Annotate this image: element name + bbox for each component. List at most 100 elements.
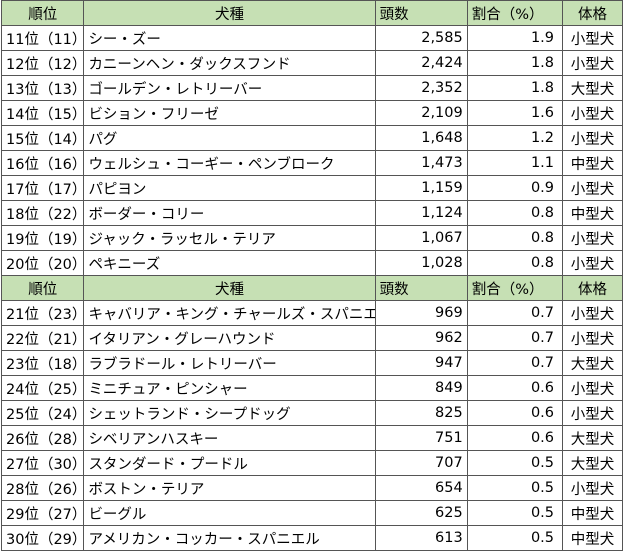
- table-row-a-4: 15位（14） パグ 1,648 1.2 小型犬: [0, 125, 623, 151]
- cell-size: 大型犬: [562, 350, 623, 376]
- cell-count: 962: [374, 325, 468, 351]
- cell-breed: ゴールデン・レトリーバー: [83, 75, 376, 101]
- cell-breed: カニーンヘン・ダックスフンド: [83, 50, 376, 76]
- table-row-a-6: 17位（17） パピヨン 1,159 0.9 小型犬: [0, 175, 623, 201]
- header-size: 体格: [562, 275, 623, 301]
- cell-ratio: 0.5: [466, 450, 564, 476]
- header-breed: 犬種: [83, 0, 376, 26]
- cell-breed: ミニチュア・ピンシャー: [83, 375, 376, 401]
- table-row-b-1: 22位（21） イタリアン・グレーハウンド 962 0.7 小型犬: [0, 325, 623, 351]
- cell-size: 小型犬: [562, 400, 623, 426]
- cell-ratio: 1.8: [466, 50, 564, 76]
- cell-ratio: 0.6: [466, 425, 564, 451]
- table-row-b-4: 25位（24） シェットランド・シープドッグ 825 0.6 小型犬: [0, 400, 623, 426]
- cell-ratio: 0.8: [466, 225, 564, 251]
- cell-count: 2,585: [374, 25, 468, 51]
- cell-rank: 27位（30）: [0, 450, 85, 476]
- header-size: 体格: [562, 0, 623, 26]
- cell-rank: 21位（23）: [0, 300, 85, 326]
- cell-ratio: 0.7: [466, 325, 564, 351]
- header-row-2: 順位 犬種 頭数 割合（%） 体格: [0, 275, 623, 301]
- cell-breed: アメリカン・コッカー・スパニエル: [83, 525, 376, 551]
- cell-count: 1,028: [374, 250, 468, 276]
- cell-ratio: 0.5: [466, 475, 564, 501]
- cell-breed: ジャック・ラッセル・テリア: [83, 225, 376, 251]
- cell-count: 1,648: [374, 125, 468, 151]
- cell-breed: ビション・フリーゼ: [83, 100, 376, 126]
- cell-size: 大型犬: [562, 425, 623, 451]
- cell-rank: 15位（14）: [0, 125, 85, 151]
- header-ratio: 割合（%）: [466, 0, 564, 26]
- table-row-a-0: 11位（11） シー・ズー 2,585 1.9 小型犬: [0, 25, 623, 51]
- header-rank: 順位: [0, 275, 85, 301]
- cell-rank: 16位（16）: [0, 150, 85, 176]
- cell-rank: 20位（20）: [0, 250, 85, 276]
- table-row-a-2: 13位（13） ゴールデン・レトリーバー 2,352 1.8 大型犬: [0, 75, 623, 101]
- cell-count: 2,109: [374, 100, 468, 126]
- cell-count: 625: [374, 500, 468, 526]
- cell-size: 小型犬: [562, 375, 623, 401]
- cell-rank: 11位（11）: [0, 25, 85, 51]
- cell-ratio: 0.6: [466, 400, 564, 426]
- cell-rank: 17位（17）: [0, 175, 85, 201]
- cell-count: 969: [374, 300, 468, 326]
- cell-count: 1,473: [374, 150, 468, 176]
- cell-count: 947: [374, 350, 468, 376]
- cell-size: 中型犬: [562, 150, 623, 176]
- cell-breed: キャバリア・キング・チャールズ・スパニエル: [83, 300, 376, 326]
- cell-ratio: 1.6: [466, 100, 564, 126]
- cell-count: 825: [374, 400, 468, 426]
- table-row-b-7: 28位（26） ボストン・テリア 654 0.5 小型犬: [0, 475, 623, 501]
- cell-rank: 28位（26）: [0, 475, 85, 501]
- cell-ratio: 0.7: [466, 350, 564, 376]
- header-count: 頭数: [374, 275, 468, 301]
- cell-ratio: 1.2: [466, 125, 564, 151]
- cell-size: 小型犬: [562, 250, 623, 276]
- cell-rank: 13位（13）: [0, 75, 85, 101]
- cell-size: 小型犬: [562, 125, 623, 151]
- cell-breed: パピヨン: [83, 175, 376, 201]
- cell-breed: ペキニーズ: [83, 250, 376, 276]
- table-row-b-5: 26位（28） シベリアンハスキー 751 0.6 大型犬: [0, 425, 623, 451]
- cell-size: 小型犬: [562, 175, 623, 201]
- header-count: 頭数: [374, 0, 468, 26]
- cell-ratio: 0.5: [466, 500, 564, 526]
- cell-ratio: 0.5: [466, 525, 564, 551]
- cell-ratio: 1.9: [466, 25, 564, 51]
- cell-count: 751: [374, 425, 468, 451]
- cell-ratio: 0.8: [466, 200, 564, 226]
- cell-count: 849: [374, 375, 468, 401]
- cell-breed: ビーグル: [83, 500, 376, 526]
- cell-count: 1,067: [374, 225, 468, 251]
- cell-breed: イタリアン・グレーハウンド: [83, 325, 376, 351]
- cell-ratio: 0.7: [466, 300, 564, 326]
- cell-rank: 23位（18）: [0, 350, 85, 376]
- cell-count: 2,352: [374, 75, 468, 101]
- cell-breed: ボストン・テリア: [83, 475, 376, 501]
- header-rank: 順位: [0, 0, 85, 26]
- cell-rank: 22位（21）: [0, 325, 85, 351]
- table-row-a-9: 20位（20） ペキニーズ 1,028 0.8 小型犬: [0, 250, 623, 276]
- cell-count: 1,124: [374, 200, 468, 226]
- table-row-a-5: 16位（16） ウェルシュ・コーギー・ペンブローク 1,473 1.1 中型犬: [0, 150, 623, 176]
- cell-rank: 24位（25）: [0, 375, 85, 401]
- table-row-b-2: 23位（18） ラブラドール・レトリーバー 947 0.7 大型犬: [0, 350, 623, 376]
- header-row: 順位 犬種 頭数 割合（%） 体格: [0, 0, 623, 26]
- cell-breed: パグ: [83, 125, 376, 151]
- cell-size: 中型犬: [562, 525, 623, 551]
- cell-size: 大型犬: [562, 75, 623, 101]
- cell-ratio: 1.8: [466, 75, 564, 101]
- header-breed: 犬種: [83, 275, 376, 301]
- cell-size: 小型犬: [562, 50, 623, 76]
- cell-size: 中型犬: [562, 500, 623, 526]
- cell-size: 小型犬: [562, 325, 623, 351]
- table-row-a-1: 12位（12） カニーンヘン・ダックスフンド 2,424 1.8 小型犬: [0, 50, 623, 76]
- cell-breed: スタンダード・プードル: [83, 450, 376, 476]
- table-row-b-3: 24位（25） ミニチュア・ピンシャー 849 0.6 小型犬: [0, 375, 623, 401]
- cell-breed: シー・ズー: [83, 25, 376, 51]
- table-row-a-8: 19位（19） ジャック・ラッセル・テリア 1,067 0.8 小型犬: [0, 225, 623, 251]
- cell-size: 大型犬: [562, 450, 623, 476]
- cell-breed: ボーダー・コリー: [83, 200, 376, 226]
- cell-count: 613: [374, 525, 468, 551]
